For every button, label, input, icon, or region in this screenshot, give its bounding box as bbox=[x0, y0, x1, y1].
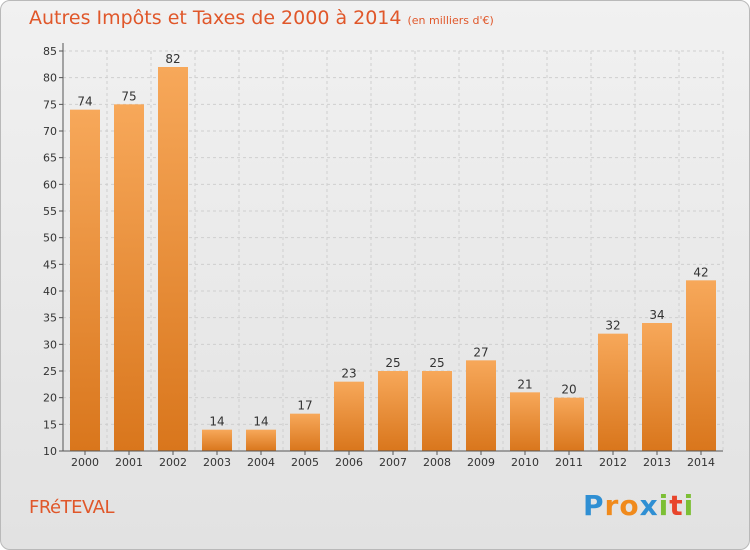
bar bbox=[510, 392, 540, 451]
y-tick-label: 60 bbox=[43, 178, 57, 191]
bar bbox=[642, 323, 672, 451]
bar bbox=[378, 371, 408, 451]
x-tick-label: 2012 bbox=[599, 456, 627, 469]
x-tick-label: 2002 bbox=[159, 456, 187, 469]
x-tick-label: 2009 bbox=[467, 456, 495, 469]
bar-value-label: 27 bbox=[473, 345, 488, 359]
bar-value-label: 74 bbox=[77, 95, 92, 109]
x-tick-label: 2013 bbox=[643, 456, 671, 469]
x-tick-label: 2005 bbox=[291, 456, 319, 469]
y-tick-label: 35 bbox=[43, 312, 57, 325]
y-tick-label: 30 bbox=[43, 338, 57, 351]
x-tick-label: 2006 bbox=[335, 456, 363, 469]
x-tick-label: 2000 bbox=[71, 456, 99, 469]
bars: 74 75 82 14 14 17 23 25 25 27 21 20 32 34 42 bbox=[70, 52, 716, 452]
bar bbox=[114, 104, 144, 451]
y-tick-label: 25 bbox=[43, 365, 57, 378]
logo-letter: i bbox=[658, 489, 670, 522]
bar-value-label: 14 bbox=[253, 415, 268, 429]
chart-unit: (en milliers d'€) bbox=[407, 14, 494, 27]
bar-value-label: 75 bbox=[121, 89, 136, 103]
x-tick-label: 2010 bbox=[511, 456, 539, 469]
chart-title-text: Autres Impôts et Taxes de 2000 à 2014 bbox=[29, 7, 402, 29]
bar bbox=[290, 413, 320, 451]
y-tick-label: 45 bbox=[43, 258, 57, 271]
bar bbox=[246, 429, 276, 451]
y-tick-label: 55 bbox=[43, 205, 57, 218]
logo-letter: i bbox=[683, 489, 695, 522]
y-tick-label: 40 bbox=[43, 285, 57, 298]
x-tick-label: 2003 bbox=[203, 456, 231, 469]
bar bbox=[202, 429, 232, 451]
x-tick-label: 2007 bbox=[379, 456, 407, 469]
bar bbox=[158, 67, 188, 451]
bar bbox=[466, 360, 496, 451]
bar bbox=[70, 109, 100, 452]
y-tick-label: 70 bbox=[43, 125, 57, 138]
x-tick-label: 2001 bbox=[115, 456, 143, 469]
y-tick-label: 10 bbox=[43, 445, 57, 458]
town-name: FRéTEVAL bbox=[29, 497, 115, 518]
bar-value-label: 42 bbox=[693, 265, 708, 279]
bar bbox=[554, 397, 584, 451]
proxiti-logo: Proxiti bbox=[583, 489, 694, 522]
bar-value-label: 23 bbox=[341, 367, 356, 381]
bar-value-label: 17 bbox=[297, 399, 312, 413]
y-tick-label: 75 bbox=[43, 98, 57, 111]
bar bbox=[334, 381, 364, 451]
logo-letter: o bbox=[619, 489, 640, 522]
chart-title: Autres Impôts et Taxes de 2000 à 2014 (en… bbox=[29, 7, 494, 29]
x-tick-label: 2008 bbox=[423, 456, 451, 469]
bar bbox=[422, 371, 452, 451]
bar-value-label: 32 bbox=[605, 319, 620, 333]
bar-value-label: 25 bbox=[429, 356, 444, 370]
bar-value-label: 14 bbox=[209, 415, 224, 429]
logo-letter: P bbox=[583, 489, 605, 522]
x-tick-label: 2014 bbox=[687, 456, 715, 469]
y-tick-label: 20 bbox=[43, 392, 57, 405]
y-tick-label: 65 bbox=[43, 152, 57, 165]
bar bbox=[598, 333, 628, 451]
logo-letter: t bbox=[669, 489, 684, 522]
y-tick-label: 15 bbox=[43, 418, 57, 431]
logo-letter: r bbox=[604, 489, 620, 522]
bar-value-label: 82 bbox=[165, 52, 180, 66]
y-tick-label: 80 bbox=[43, 72, 57, 85]
bar-value-label: 34 bbox=[649, 308, 664, 322]
bar-value-label: 20 bbox=[561, 383, 576, 397]
bar bbox=[686, 280, 716, 451]
y-tick-label: 50 bbox=[43, 232, 57, 245]
bar-value-label: 25 bbox=[385, 356, 400, 370]
axes: 10 15 20 25 30 35 40 45 50 55 60 65 70 75 80 85 2000 2001… bbox=[43, 43, 723, 469]
logo-letter: x bbox=[639, 489, 659, 522]
x-tick-label: 2004 bbox=[247, 456, 275, 469]
y-tick-label: 85 bbox=[43, 45, 57, 58]
x-tick-label: 2011 bbox=[555, 456, 583, 469]
bar-value-label: 21 bbox=[517, 377, 532, 391]
